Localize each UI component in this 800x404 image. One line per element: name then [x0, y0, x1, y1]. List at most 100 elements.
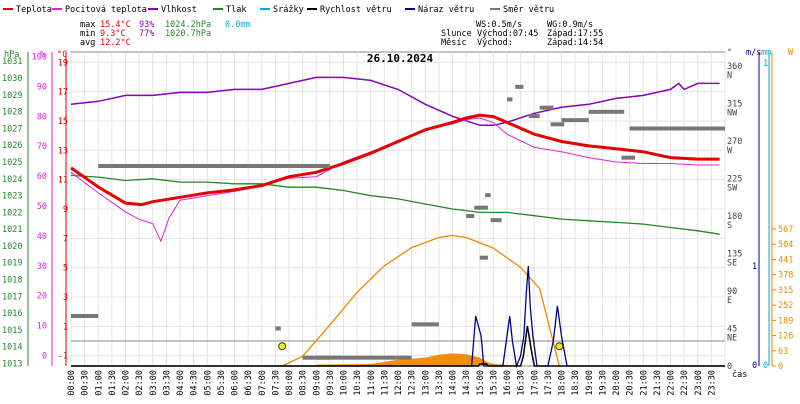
- tick-direction: SW: [727, 184, 738, 194]
- tick-label: 15: [58, 117, 68, 127]
- temperature-line: [70, 113, 720, 207]
- tick-label: 0: [763, 361, 768, 371]
- tick-direction: S: [727, 221, 732, 231]
- tick-label: -1: [58, 352, 68, 362]
- axis-unit: %: [40, 50, 45, 60]
- info-sun-label: Slunce: [441, 29, 472, 39]
- tick-label: 0: [752, 361, 757, 371]
- stat-label: max: [80, 20, 95, 30]
- tick-label: 20: [37, 292, 47, 302]
- solar-theoretical-line: [281, 234, 560, 367]
- time-tick: 04:00: [176, 370, 186, 396]
- tick-label: 100: [32, 52, 47, 62]
- tick-label: 135: [727, 250, 742, 260]
- tick-label: 360: [727, 62, 742, 72]
- time-tick: 07:00: [258, 370, 268, 396]
- axis-unit: °C: [57, 50, 67, 60]
- axis-unit: m/s: [746, 48, 761, 58]
- time-tick: 16:30: [517, 370, 527, 396]
- time-tick: 05:00: [203, 370, 213, 396]
- wind-speed-line: [71, 325, 725, 367]
- wind-direction-mark: [629, 126, 725, 131]
- tick-label: 19: [58, 58, 68, 68]
- stat-humidity: 77%: [139, 29, 154, 39]
- time-tick: 20:30: [626, 370, 636, 396]
- tick-label: 1020: [2, 242, 22, 252]
- tick-label: 1013: [2, 359, 22, 369]
- axis-unit: hPa: [4, 50, 19, 60]
- axis-time: 00:00 00:30 01:00 01:30 02:00 02:30 03:00 03:30…: [67, 369, 747, 396]
- sun-event-marker: [278, 342, 287, 351]
- sun-event-marker: [555, 342, 564, 351]
- wind-direction-mark: [411, 322, 439, 327]
- time-tick: 21:00: [639, 370, 649, 396]
- time-tick: 04:30: [190, 370, 200, 396]
- stat-label: avg: [80, 38, 95, 48]
- stat-pressure: 1024.2hPa: [165, 20, 211, 30]
- tick-label: 1030: [2, 74, 22, 84]
- tick-label: 1017: [2, 292, 22, 302]
- tick-label: 504: [778, 240, 793, 250]
- tick-label: 45: [727, 325, 737, 335]
- tick-label: 1016: [2, 309, 22, 319]
- time-tick: 13:00: [421, 370, 431, 396]
- legend-label: Rychlost větru: [320, 5, 392, 15]
- wind-direction-mark: [515, 84, 524, 89]
- tick-label: 40: [37, 232, 47, 242]
- tick-label: 13: [58, 146, 68, 156]
- time-tick: 08:00: [285, 370, 295, 396]
- time-tick: 20:00: [612, 370, 622, 396]
- tick-label: 11: [58, 176, 68, 186]
- tick-label: 1027: [2, 124, 22, 134]
- time-unit: čas: [732, 369, 747, 380]
- time-tick: 10:30: [353, 370, 363, 396]
- time-tick: 02:00: [122, 370, 132, 396]
- axis-solar: W 567 504 441 378 315 252 189 126 63 0: [771, 48, 794, 372]
- legend: Teplota Pocitová teplota Vlhkost Tlak Srážky…: [3, 5, 554, 15]
- tick-label: 378: [778, 271, 793, 281]
- time-tick: 19:00: [585, 370, 595, 396]
- wind-direction-mark: [528, 114, 540, 118]
- tick-label: 17: [58, 88, 68, 98]
- tick-label: 90: [727, 287, 737, 297]
- solar-measured-area: [316, 353, 535, 366]
- tick-label: 1018: [2, 276, 22, 286]
- axis-unit: °: [727, 48, 732, 58]
- stat-label: min: [80, 29, 95, 39]
- axis-unit: W: [788, 48, 794, 58]
- time-tick: 17:30: [544, 370, 554, 396]
- tick-label: 1023: [2, 192, 22, 202]
- time-tick: 14:30: [462, 370, 472, 396]
- time-tick: 16:00: [503, 370, 513, 396]
- time-tick: 22:30: [680, 370, 690, 396]
- tick-label: 1015: [2, 326, 22, 336]
- time-tick: 01:00: [94, 370, 104, 396]
- tick-label: 180: [727, 212, 742, 222]
- tick-label: 1026: [2, 141, 22, 151]
- wind-direction-mark: [479, 255, 488, 260]
- stat-rain: 0.0mm: [225, 20, 251, 30]
- wind-direction-mark: [275, 326, 281, 331]
- tick-label: 567: [778, 225, 793, 235]
- wind-direction-mark: [485, 193, 491, 198]
- wind-direction-mark: [550, 122, 565, 127]
- tick-label: 50: [37, 202, 47, 212]
- tick-label: 1019: [2, 259, 22, 269]
- wind-direction-mark: [316, 355, 412, 360]
- tick-label: 315: [727, 100, 742, 110]
- axis-temperature: °C19 17 15 13 11 9 7 5 3 1 -1: [27, 50, 68, 366]
- axis-wind-speed: m/s 1 0: [746, 48, 761, 371]
- tick-label: 80: [37, 112, 47, 122]
- pressure-line: [70, 174, 720, 235]
- tick-label: 1028: [2, 108, 22, 118]
- time-tick: 11:30: [380, 370, 390, 396]
- time-tick: 00:30: [81, 370, 91, 396]
- tick-label: 1022: [2, 208, 22, 218]
- info-moon-set: Západ:14:54: [547, 38, 603, 48]
- time-tick: 22:00: [667, 370, 677, 396]
- wind-direction-mark: [490, 218, 502, 223]
- tick-label: 30: [37, 262, 47, 272]
- time-tick: 09:30: [326, 370, 336, 396]
